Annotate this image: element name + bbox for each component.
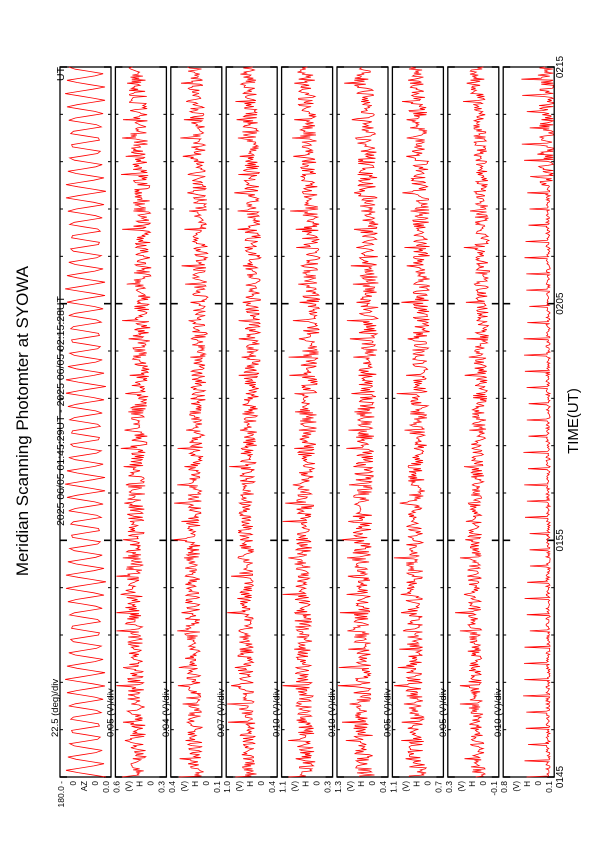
panel-bottom-value: 0.3 (156, 781, 166, 793)
panel-sublabel: 0 (257, 780, 266, 785)
panel-frame (502, 66, 555, 778)
panel-bottom-value: 0.1 (544, 781, 554, 793)
panel-bottom-value: 0.4 (267, 781, 277, 793)
panel-trace (455, 66, 491, 778)
panel-sublabel: H (468, 781, 477, 787)
panel-sublabel: (V) (346, 781, 355, 792)
panel-trace (282, 66, 321, 778)
panel-trace (393, 66, 431, 777)
panel-sublabel: H (357, 781, 366, 787)
time-tick-label: 0205 (555, 292, 566, 315)
panel-sublabel: (V) (512, 781, 521, 792)
panel-sublabel: H (302, 781, 311, 787)
panel-scale-label: 0.10 (V)/div (493, 688, 504, 737)
panel-frame (391, 66, 445, 778)
time-range: 2025 06/05 01:45:29UT - 2025 06/05 02:15… (55, 296, 67, 526)
panel-sublabel: (V) (124, 781, 133, 792)
panel-sublabel: 0 (423, 780, 432, 785)
panel-trace (116, 66, 152, 778)
panel-bottom-value: 0.4 (378, 781, 388, 793)
panel-top-value: 0.6 (111, 781, 121, 793)
panel-9: 0.10 (V)/div 0.8 0.1 (V) H 0 (493, 66, 555, 793)
panel-scale-label: 0.07 (V)/div (216, 688, 227, 737)
panel-frame (447, 66, 500, 778)
panel-scale-label: 0.10 (V)/div (272, 688, 283, 737)
panel-scale-label: 0.05 (V)/div (438, 688, 449, 737)
panel-frame (336, 66, 389, 778)
panel-sublabel: (V) (401, 781, 410, 792)
panel-scale-label: 0.05 (V)/div (382, 688, 393, 737)
panel-top-value: 1.0 (222, 781, 232, 793)
panel-sublabel: (V) (291, 781, 300, 792)
time-tick-label: 0215 (555, 55, 566, 78)
panel-frame (170, 66, 223, 778)
panel-8: 0.05 (V)/div 0.3 -0.1 (V) H 0 (438, 66, 500, 796)
panel-trace (337, 66, 380, 778)
panel-bottom-value: 0.7 (433, 781, 443, 793)
panel-sublabel: (V) (457, 781, 466, 792)
panel-7: 0.05 (V)/div 1.1 0.7 (V) H 0 (382, 66, 445, 793)
panel-frame (59, 66, 112, 778)
panel-scale-label: 0.04 (V)/div (161, 688, 172, 737)
panel-frame (114, 66, 168, 778)
panel-sublabel: 0 (368, 780, 377, 785)
panel-top-value: 1.1 (388, 781, 398, 793)
panel-sublabel: H (246, 781, 255, 787)
panel-sublabel: (V) (235, 781, 244, 792)
panel-trace (65, 66, 106, 778)
panel-sublabel: 0 (479, 780, 488, 785)
panel-scale-label: 0.10 (V)/div (327, 688, 338, 737)
panel-sublabel: H (135, 781, 144, 787)
panel-top-value: 0.8 (499, 781, 509, 793)
panel-trace (521, 66, 555, 778)
panel-trace (227, 66, 262, 778)
time-tick-labels: 0145 0155 0205 0215 (555, 55, 566, 788)
panel-sublabel: H (412, 781, 421, 787)
panel-5: 0.10 (V)/div 1.1 0.3 (V) H 0 (272, 66, 334, 793)
panel-top-value: 180.0 - (56, 781, 66, 808)
panel-2: 0.05 (V)/div 0.6 0.3 (V) H 0 (105, 66, 168, 793)
ut-suffix: UT (55, 66, 67, 81)
panel-sublabel: H (523, 781, 532, 787)
panel-bottom-value: 0.1 (212, 781, 222, 793)
panel-trace (173, 66, 209, 778)
panel-sublabel: H (191, 781, 200, 787)
panel-top-value: 1.3 (333, 781, 343, 793)
panel-sublabel: 0 (69, 780, 78, 785)
panel-scale-label: 22.5 (deg)/div (50, 679, 61, 737)
panel-sublabel: 0 (202, 780, 211, 785)
panel-sublabel: 0 (534, 780, 543, 785)
panel-scale-label: 0.05 (V)/div (105, 688, 116, 737)
time-tick-label: 0145 (555, 765, 566, 788)
panel-6: 0.10 (V)/div 1.3 0.4 (V) H 0 (327, 66, 389, 793)
x-axis-label: TIME(UT) (565, 388, 582, 454)
panel-sublabel: 0 (91, 780, 100, 785)
panel-sublabel: 0 (313, 780, 322, 785)
panel-bottom-value: -0.1 (489, 781, 499, 796)
panel-top-value: 0.4 (167, 781, 177, 793)
panel-sublabel: AZ (80, 781, 89, 791)
panel-top-value: 0.3 (444, 781, 454, 793)
panel-top-value: 1.1 (278, 781, 288, 793)
time-tick-label: 0155 (555, 529, 566, 552)
panel-bottom-value: 0.0 (101, 781, 111, 793)
panel-3: 0.04 (V)/div 0.4 0.1 (V) H 0 (161, 66, 223, 793)
panel-bottom-value: 0.3 (323, 781, 333, 793)
panel-sublabel: (V) (180, 781, 189, 792)
figure-title: Meridian Scanning Photomter at SYOWA (13, 265, 32, 576)
panel-4: 0.07 (V)/div 1.0 0.4 (V) H 0 (216, 66, 278, 793)
panel-sublabel: 0 (146, 780, 155, 785)
